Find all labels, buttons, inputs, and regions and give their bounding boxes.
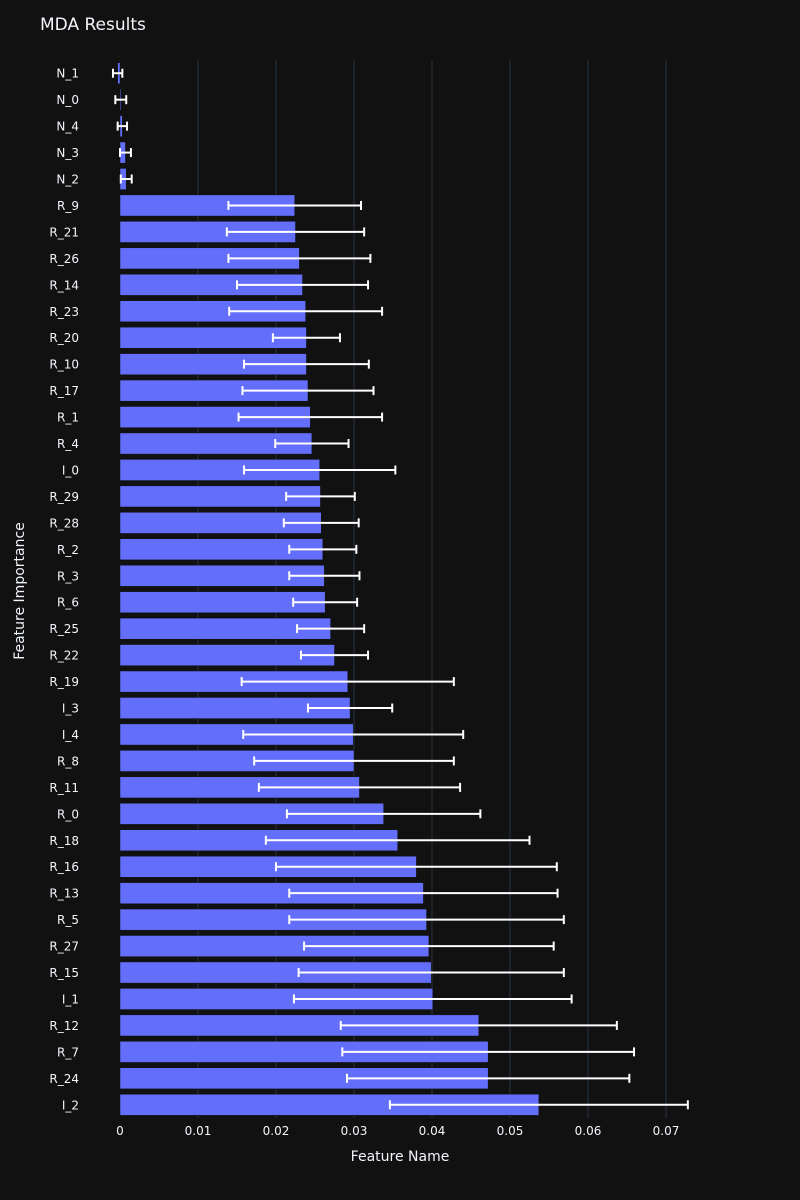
- x-tick-label: 0.01: [185, 1124, 212, 1138]
- y-tick-label: R_13: [49, 887, 79, 901]
- y-tick-label: R_14: [49, 278, 79, 292]
- error-bar-r-12: [339, 1020, 618, 1030]
- error-bar-r-18: [264, 835, 531, 845]
- error-bar-r-14: [236, 280, 370, 290]
- error-bar-n-3: [119, 148, 132, 158]
- error-bar-r-22: [299, 650, 370, 660]
- y-tick-label: I_1: [62, 992, 79, 1006]
- x-tick-label: 0.06: [575, 1124, 602, 1138]
- y-tick-label: I_0: [62, 463, 79, 477]
- y-tick-label: R_4: [57, 437, 79, 451]
- y-tick-label: R_16: [49, 860, 79, 874]
- y-tick-label: N_1: [56, 67, 79, 81]
- x-tick-labels: 0 0.01 0.02 0.03 0.04 0.05 0.06 0.07: [116, 1124, 679, 1138]
- y-tick-label: R_25: [49, 622, 79, 636]
- error-bar-r-24: [345, 1073, 631, 1083]
- x-tick-label: 0.03: [341, 1124, 368, 1138]
- error-bar-r-15: [297, 968, 565, 978]
- y-tick-label: R_27: [49, 940, 79, 954]
- error-bar-r-28: [282, 518, 360, 528]
- y-tick-labels: N_1 N_0 N_4 N_3 N_2 R_9 R_21 R_26 R_14 R_23 R_20 R_…: [49, 67, 79, 1113]
- error-bar-r-13: [288, 888, 559, 898]
- y-tick-label: R_3: [57, 569, 79, 583]
- error-bar-r-3: [288, 571, 361, 581]
- chart-title: MDA Results: [40, 15, 146, 35]
- error-bar-i-0: [243, 465, 397, 475]
- y-tick-label: I_4: [62, 728, 79, 742]
- error-bar-r-5: [288, 915, 565, 925]
- y-tick-label: R_2: [57, 543, 79, 557]
- y-tick-label: N_2: [56, 173, 79, 187]
- y-tick-label: R_22: [49, 649, 79, 663]
- y-axis-title: Feature Importance: [12, 522, 28, 660]
- y-tick-label: R_19: [49, 675, 79, 689]
- error-bar-layer: [111, 68, 689, 1110]
- y-tick-label: R_7: [57, 1045, 79, 1059]
- y-tick-label: N_0: [56, 93, 79, 107]
- error-bar-i-1: [292, 994, 573, 1004]
- y-tick-label: R_9: [57, 199, 79, 213]
- y-tick-label: I_3: [62, 702, 79, 716]
- y-tick-label: R_26: [49, 252, 79, 266]
- y-tick-label: R_0: [57, 807, 79, 821]
- error-bar-n-2: [119, 174, 133, 184]
- x-tick-label: 0.05: [497, 1124, 524, 1138]
- error-bar-r-0: [285, 809, 482, 819]
- y-tick-label: R_8: [57, 754, 79, 768]
- y-tick-label: R_17: [49, 384, 79, 398]
- error-bar-r-29: [285, 491, 356, 501]
- x-tick-label: 0.07: [653, 1124, 680, 1138]
- y-tick-label: R_18: [49, 834, 79, 848]
- error-bar-r-17: [241, 386, 375, 396]
- error-bar-i-4: [242, 729, 465, 739]
- y-tick-label: R_12: [49, 1019, 79, 1033]
- error-bar-r-7: [341, 1047, 636, 1057]
- x-tick-label: 0: [116, 1124, 124, 1138]
- bar-layer: [117, 62, 540, 1116]
- error-bar-r-2: [288, 544, 358, 554]
- y-tick-label: R_6: [57, 596, 79, 610]
- x-tick-label: 0.04: [419, 1124, 446, 1138]
- error-bar-r-1: [237, 412, 384, 422]
- error-bar-n-1: [111, 68, 124, 78]
- error-bar-r-20: [271, 333, 341, 343]
- error-bar-i-2: [388, 1100, 689, 1110]
- error-bar-i-3: [306, 703, 394, 713]
- error-bar-r-9: [227, 200, 363, 210]
- y-tick-label: R_20: [49, 331, 79, 345]
- error-bar-n-0: [114, 95, 128, 105]
- error-bar-r-23: [228, 306, 384, 316]
- error-bar-r-19: [240, 677, 455, 687]
- error-bar-r-8: [253, 756, 455, 766]
- y-tick-label: R_24: [49, 1072, 79, 1086]
- error-bar-r-11: [257, 782, 462, 792]
- error-bar-n-4: [116, 121, 129, 131]
- y-tick-label: N_4: [56, 120, 79, 134]
- error-bar-r-25: [296, 624, 366, 634]
- error-bar-r-26: [227, 253, 372, 263]
- error-bar-r-10: [243, 359, 370, 369]
- y-tick-label: R_5: [57, 913, 79, 927]
- x-tick-label: 0.02: [263, 1124, 290, 1138]
- y-tick-label: R_28: [49, 516, 79, 530]
- y-tick-label: I_2: [62, 1098, 79, 1112]
- y-tick-label: R_29: [49, 490, 79, 504]
- error-bar-r-6: [292, 597, 359, 607]
- y-tick-label: R_15: [49, 966, 79, 980]
- y-tick-label: N_3: [56, 146, 79, 160]
- error-bar-r-21: [225, 227, 366, 237]
- x-axis-title: Feature Name: [351, 1149, 450, 1165]
- y-tick-label: R_10: [49, 358, 79, 372]
- y-tick-label: R_23: [49, 305, 79, 319]
- y-tick-label: R_21: [49, 225, 79, 239]
- error-bar-r-4: [274, 439, 350, 449]
- error-bar-r-27: [303, 941, 555, 951]
- y-tick-label: R_11: [49, 781, 79, 795]
- y-tick-label: R_1: [57, 411, 79, 425]
- error-bar-r-16: [275, 862, 558, 872]
